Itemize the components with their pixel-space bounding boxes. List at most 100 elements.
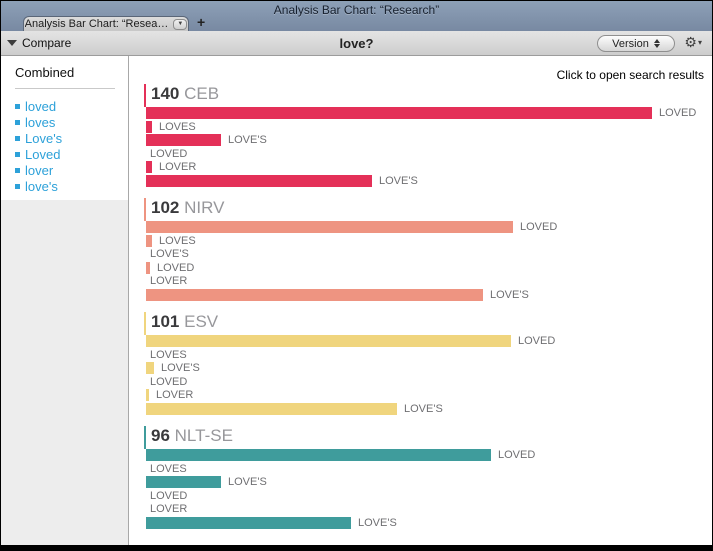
sidebar-item-label: Loved <box>25 146 61 162</box>
compare-label: Compare <box>22 36 72 50</box>
bar-label: LOVES <box>150 462 187 475</box>
bar-label: LOVE'S <box>379 174 418 187</box>
sidebar-item-loves[interactable]: loves <box>1 114 128 130</box>
tab-label: Analysis Bar Chart: “Resea… <box>24 18 169 30</box>
bar-label: LOVED <box>150 489 188 502</box>
chevron-down-icon: ▼ <box>177 21 184 27</box>
bar-label: LOVE'S <box>358 516 397 529</box>
search-query-text: love? <box>339 36 374 51</box>
bar-row: LOVER <box>129 275 712 289</box>
sidebar-header: Combined <box>15 65 75 80</box>
bar-ceb-5[interactable] <box>146 174 372 187</box>
hit-count: 140 <box>151 84 180 103</box>
bar-nirv-1[interactable] <box>146 234 152 247</box>
caret-down-icon: ▾ <box>697 38 702 47</box>
bar-row: LOVER <box>129 161 712 175</box>
sidebar-item-label: love's <box>25 178 58 194</box>
bar-row: LOVES <box>129 234 712 249</box>
bar-row: LOVE'S <box>129 476 712 490</box>
tab-analysis-bar-chart[interactable]: Analysis Bar Chart: “Resea… ▼ <box>23 16 189 31</box>
compare-disclosure[interactable]: Compare <box>7 36 71 50</box>
bar-esv-5[interactable] <box>146 402 397 415</box>
bar-row: LOVED <box>129 490 712 504</box>
bar-row: LOVES <box>129 349 712 363</box>
bar-label: LOVE'S <box>228 134 267 147</box>
bar-row: LOVED <box>129 107 712 121</box>
gear-icon: ⚙ <box>684 34 697 50</box>
bar-ceb-2[interactable] <box>146 134 221 147</box>
section-header: 140 CEB <box>144 84 712 107</box>
bar-row: LOVED <box>129 376 712 390</box>
bar-label: LOVED <box>150 375 188 388</box>
new-tab-button[interactable]: + <box>197 14 206 30</box>
bullet-square-icon <box>15 135 20 141</box>
bar-label: LOVED <box>520 221 558 233</box>
bullet-square-icon <box>15 119 20 125</box>
word-list: loved loves Love's Loved lover love's <box>1 98 128 194</box>
version-name-text: NLT-SE <box>174 426 233 445</box>
version-name-text: CEB <box>184 84 220 103</box>
bar-label: LOVES <box>159 234 196 247</box>
bar-row: LOVER <box>129 503 712 517</box>
toolbar: Compare love? Version ⚙ ▾ <box>1 31 712 56</box>
bar-label: LOVED <box>150 147 188 160</box>
gear-menu-button[interactable]: ⚙ ▾ <box>684 34 702 51</box>
sidebar-item-loves[interactable]: love's <box>1 178 128 194</box>
section-header: 96 NLT-SE <box>144 426 712 449</box>
bar-nlt-se-0[interactable] <box>146 449 491 461</box>
bar-ceb-0[interactable] <box>146 107 652 119</box>
chart-area: Click to open search results 140 CEB LOVE… <box>129 56 712 545</box>
bar-esv-0[interactable] <box>146 335 511 347</box>
bar-nirv-5[interactable] <box>146 288 483 301</box>
version-name: NLT-SE <box>170 426 233 445</box>
bar-ceb-4[interactable] <box>146 161 152 174</box>
bullet-square-icon <box>15 183 20 189</box>
bar-row: LOVED <box>129 335 712 349</box>
tab-menu-button[interactable]: ▼ <box>173 18 188 30</box>
hit-count: 96 <box>151 426 170 445</box>
bar-nirv-0[interactable] <box>146 221 513 233</box>
bar-row: LOVE'S <box>129 516 712 531</box>
bar-label: LOVED <box>157 261 195 274</box>
title-bar[interactable]: Analysis Bar Chart: “Research” Analysis … <box>1 1 712 31</box>
bullet-square-icon <box>15 167 20 173</box>
bar-label: LOVER <box>159 161 197 174</box>
sidebar-item-label: loved <box>25 98 57 114</box>
sidebar-item-lover[interactable]: lover <box>1 162 128 178</box>
bar-row: LOVE'S <box>129 288 712 303</box>
bar-row: LOVES <box>129 120 712 135</box>
section-header: 102 NIRV <box>144 198 712 221</box>
bar-ceb-1[interactable] <box>146 120 152 133</box>
bar-nlt-se-5[interactable] <box>146 516 351 529</box>
bar-esv-2[interactable] <box>146 362 154 375</box>
bar-nlt-se-2[interactable] <box>146 476 221 489</box>
bar-row: LOVE'S <box>129 134 712 148</box>
disclosure-triangle-icon <box>7 40 17 46</box>
bar-label: LOVES <box>159 120 196 133</box>
bar-label: LOVER <box>150 503 188 516</box>
bar-esv-4[interactable] <box>146 389 149 402</box>
version-name: ESV <box>179 312 218 331</box>
bar-row: LOVES <box>129 463 712 477</box>
version-popup-label: Version <box>612 37 649 50</box>
version-section-nirv: 102 NIRV LOVED LOVES LOVE'S LOVED LOVER LOVE'S <box>129 198 712 303</box>
bullet-square-icon <box>15 151 20 157</box>
bar-row: LOVED <box>129 148 712 162</box>
bar-nirv-3[interactable] <box>146 261 150 274</box>
bar-row: LOVED <box>129 221 712 235</box>
version-section-esv: 101 ESV LOVED LOVES LOVE'S LOVED LOVER LOVE'S <box>129 312 712 417</box>
sidebar-item-label: lover <box>25 162 54 178</box>
version-popup-button[interactable]: Version <box>597 35 675 52</box>
pane-divider[interactable] <box>128 56 129 545</box>
version-section-ceb: 140 CEB LOVED LOVES LOVE'S LOVED LOVER LOVE'S <box>129 84 712 189</box>
sidebar-item-loved[interactable]: Loved <box>1 146 128 162</box>
open-search-results-link[interactable]: Click to open search results <box>556 68 704 82</box>
sidebar: Combined loved loves Love's Loved lover love'… <box>1 56 128 545</box>
hit-count: 102 <box>151 198 180 217</box>
version-name: NIRV <box>179 198 224 217</box>
stepper-arrows-icon <box>653 39 660 48</box>
sidebar-item-loves[interactable]: Love's <box>1 130 128 146</box>
bar-row: LOVE'S <box>129 402 712 417</box>
bar-label: LOVE'S <box>161 362 200 375</box>
sidebar-item-loved[interactable]: loved <box>1 98 128 114</box>
